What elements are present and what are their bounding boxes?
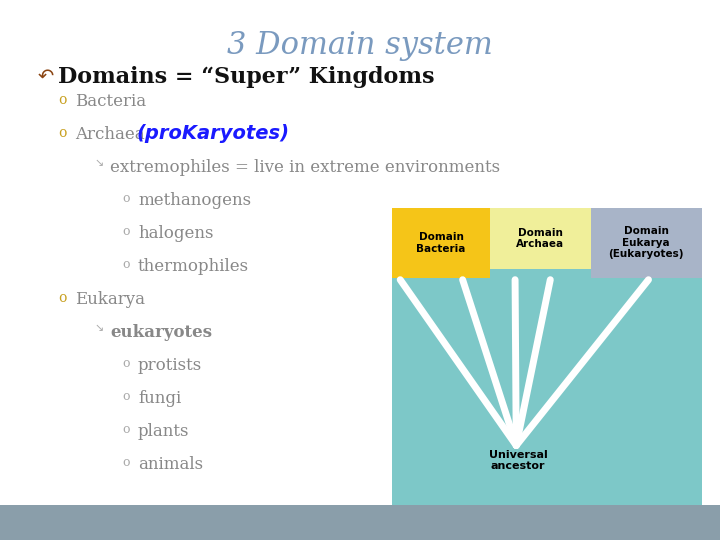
Text: extremophiles = live in extreme environments: extremophiles = live in extreme environm… <box>110 159 500 176</box>
Text: Archaea: Archaea <box>75 126 145 143</box>
Text: o: o <box>122 357 130 370</box>
Text: (proKaryotes): (proKaryotes) <box>137 124 290 143</box>
Bar <box>392 208 702 505</box>
Text: o: o <box>122 456 130 469</box>
Text: o: o <box>122 423 130 436</box>
Text: Eukarya: Eukarya <box>75 291 145 308</box>
Text: Domain
Eukarya
(Eukaryotes): Domain Eukarya (Eukaryotes) <box>608 226 684 259</box>
Text: o: o <box>122 390 130 403</box>
Text: Bacteria: Bacteria <box>75 93 146 110</box>
Text: o: o <box>122 225 130 238</box>
Text: o: o <box>58 93 66 107</box>
Bar <box>490 208 590 269</box>
Text: ↘: ↘ <box>94 323 104 333</box>
Text: Domain
Bacteria: Domain Bacteria <box>416 232 466 254</box>
Text: o: o <box>122 192 130 205</box>
Text: o: o <box>58 126 66 140</box>
Text: Domain
Archaea: Domain Archaea <box>516 228 564 249</box>
Text: o: o <box>58 291 66 305</box>
Text: thermophiles: thermophiles <box>138 258 249 275</box>
Text: eukaryotes: eukaryotes <box>110 324 212 341</box>
Bar <box>392 208 490 278</box>
Text: methanogens: methanogens <box>138 192 251 209</box>
Text: protists: protists <box>138 357 202 374</box>
Text: 3 Domain system: 3 Domain system <box>227 30 493 61</box>
Text: o: o <box>122 258 130 271</box>
Text: halogens: halogens <box>138 225 214 242</box>
Text: plants: plants <box>138 423 189 440</box>
Text: ↶: ↶ <box>38 67 55 86</box>
Bar <box>590 208 702 278</box>
Text: fungi: fungi <box>138 390 181 407</box>
Text: Universal
ancestor: Universal ancestor <box>489 449 548 471</box>
Text: Domains = “Super” Kingdoms: Domains = “Super” Kingdoms <box>58 66 434 88</box>
Bar <box>0 505 720 540</box>
Text: animals: animals <box>138 456 203 473</box>
Text: ↘: ↘ <box>94 158 104 168</box>
